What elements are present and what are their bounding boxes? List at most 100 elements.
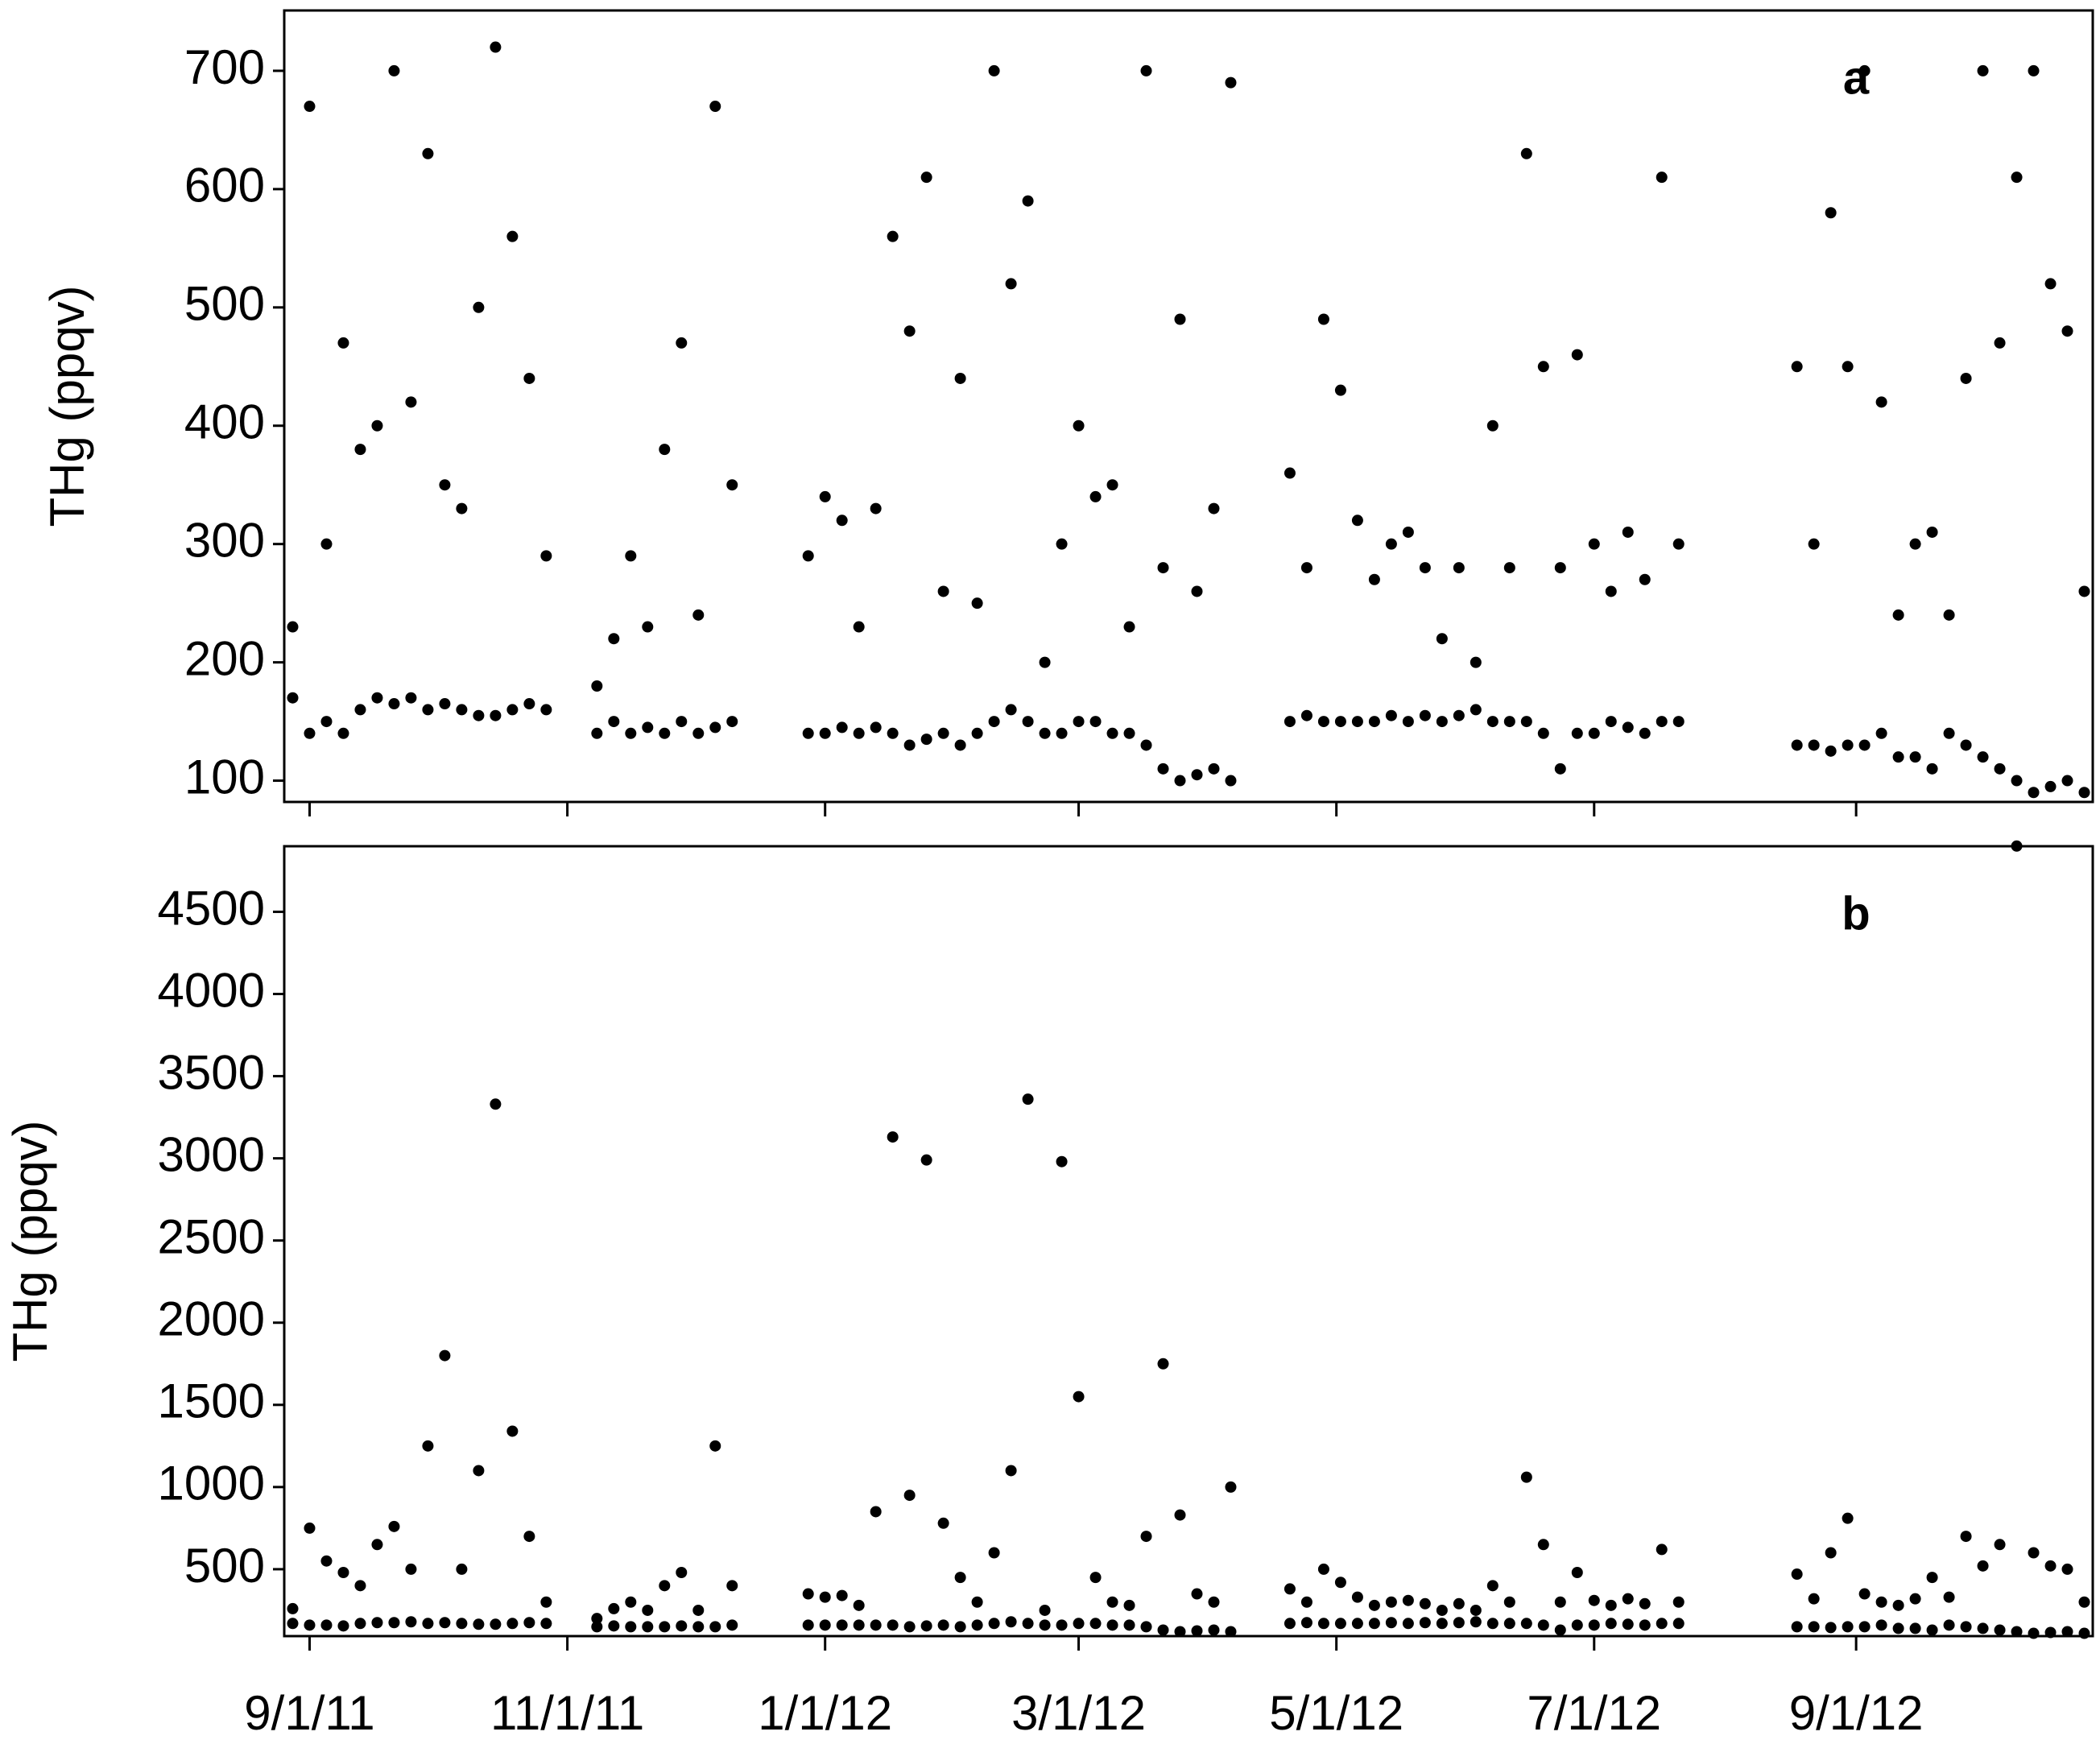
data-point xyxy=(1892,1622,1904,1634)
data-point xyxy=(1334,1577,1346,1589)
data-point xyxy=(1334,384,1346,396)
data-point xyxy=(954,1572,966,1584)
data-point xyxy=(1300,562,1312,574)
data-point xyxy=(1470,1604,1482,1616)
data-point xyxy=(1622,526,1634,538)
data-point xyxy=(1554,562,1566,574)
data-point xyxy=(676,1620,688,1632)
data-point xyxy=(870,1506,882,1518)
data-point xyxy=(439,1349,451,1362)
data-point xyxy=(1588,538,1600,550)
data-point xyxy=(1225,76,1237,89)
panel: 500 1000 1500 2000 2500 3000 3500 4000 4500 9/1/1… xyxy=(3,840,2094,1740)
data-point xyxy=(1858,1588,1871,1600)
data-point xyxy=(1858,739,1871,751)
data-point xyxy=(1351,515,1363,527)
data-point xyxy=(709,101,721,113)
data-point xyxy=(490,1098,502,1110)
panel: 100 200 300 400 500 600 700 THg (ppqv) a xyxy=(40,9,2094,816)
data-point xyxy=(1436,716,1448,728)
data-point xyxy=(1022,1618,1034,1630)
data-point xyxy=(473,1465,485,1477)
data-point xyxy=(591,727,603,739)
data-point xyxy=(1402,1594,1414,1606)
data-point xyxy=(2061,1626,2073,1638)
data-point xyxy=(971,727,983,739)
data-point xyxy=(1639,1597,1651,1610)
data-point xyxy=(1039,1604,1051,1616)
data-point xyxy=(1140,739,1152,751)
data-point xyxy=(726,1580,738,1592)
data-point xyxy=(1960,1621,1972,1633)
data-point xyxy=(473,301,485,313)
data-point xyxy=(388,1617,400,1629)
data-point xyxy=(1470,1616,1482,1628)
data-point xyxy=(1385,1596,1397,1608)
data-point xyxy=(337,337,349,349)
data-point xyxy=(920,172,932,184)
data-point xyxy=(1842,739,1854,751)
data-point xyxy=(287,692,299,704)
data-point xyxy=(625,1596,637,1608)
y-axis-label: THg (ppqv) xyxy=(3,1120,57,1362)
data-point xyxy=(354,704,366,716)
data-point xyxy=(1402,1618,1414,1630)
data-point xyxy=(1140,64,1152,76)
data-point xyxy=(1808,739,1820,751)
data-point xyxy=(1791,1568,1803,1581)
data-point xyxy=(1994,1624,2006,1636)
data-point xyxy=(422,147,434,159)
data-point xyxy=(1943,727,1955,739)
data-point xyxy=(1073,1391,1085,1403)
data-point xyxy=(954,1621,966,1633)
data-point xyxy=(1858,64,1871,76)
data-point xyxy=(388,64,400,76)
data-point xyxy=(1436,633,1448,645)
data-point xyxy=(1436,1604,1448,1616)
data-point xyxy=(1157,1624,1169,1636)
data-point xyxy=(608,716,620,728)
data-point xyxy=(1858,1621,1871,1633)
data-point xyxy=(1284,716,1296,728)
data-point xyxy=(1537,361,1549,373)
y-tick-label: 600 xyxy=(184,159,265,213)
data-point xyxy=(1191,1588,1203,1600)
data-point xyxy=(1005,704,1017,716)
y-tick-label: 500 xyxy=(184,1539,265,1593)
data-point xyxy=(354,444,366,456)
data-point xyxy=(1909,1622,1921,1634)
y-tick-label: 3500 xyxy=(158,1045,265,1099)
data-point xyxy=(1419,562,1431,574)
data-point xyxy=(1791,1621,1803,1633)
data-point xyxy=(591,1613,603,1625)
data-point xyxy=(1106,727,1118,739)
data-point xyxy=(802,1588,814,1600)
data-point xyxy=(836,721,848,734)
data-point xyxy=(1571,1567,1583,1579)
data-point xyxy=(523,1617,535,1629)
data-point xyxy=(337,727,349,739)
data-point xyxy=(1875,727,1887,739)
data-point xyxy=(2078,1627,2090,1639)
data-point xyxy=(287,1618,299,1630)
data-point xyxy=(608,1620,620,1632)
data-point xyxy=(1808,1593,1820,1605)
data-point xyxy=(523,1531,535,1543)
y-tick-label: 1500 xyxy=(158,1374,265,1428)
data-point xyxy=(456,1563,468,1575)
data-point xyxy=(405,1616,417,1628)
x-tick-label: 1/1/12 xyxy=(758,1686,892,1740)
data-point xyxy=(371,1539,383,1551)
data-point xyxy=(971,1596,983,1608)
data-point xyxy=(1825,207,1837,219)
data-point xyxy=(625,1621,637,1633)
data-point xyxy=(1056,727,1068,739)
data-point xyxy=(1300,1617,1312,1629)
data-point xyxy=(1825,1622,1837,1634)
data-point xyxy=(1123,1619,1135,1631)
data-point xyxy=(870,721,882,734)
data-point xyxy=(540,704,552,716)
data-point xyxy=(2078,1596,2090,1608)
data-point xyxy=(802,727,814,739)
